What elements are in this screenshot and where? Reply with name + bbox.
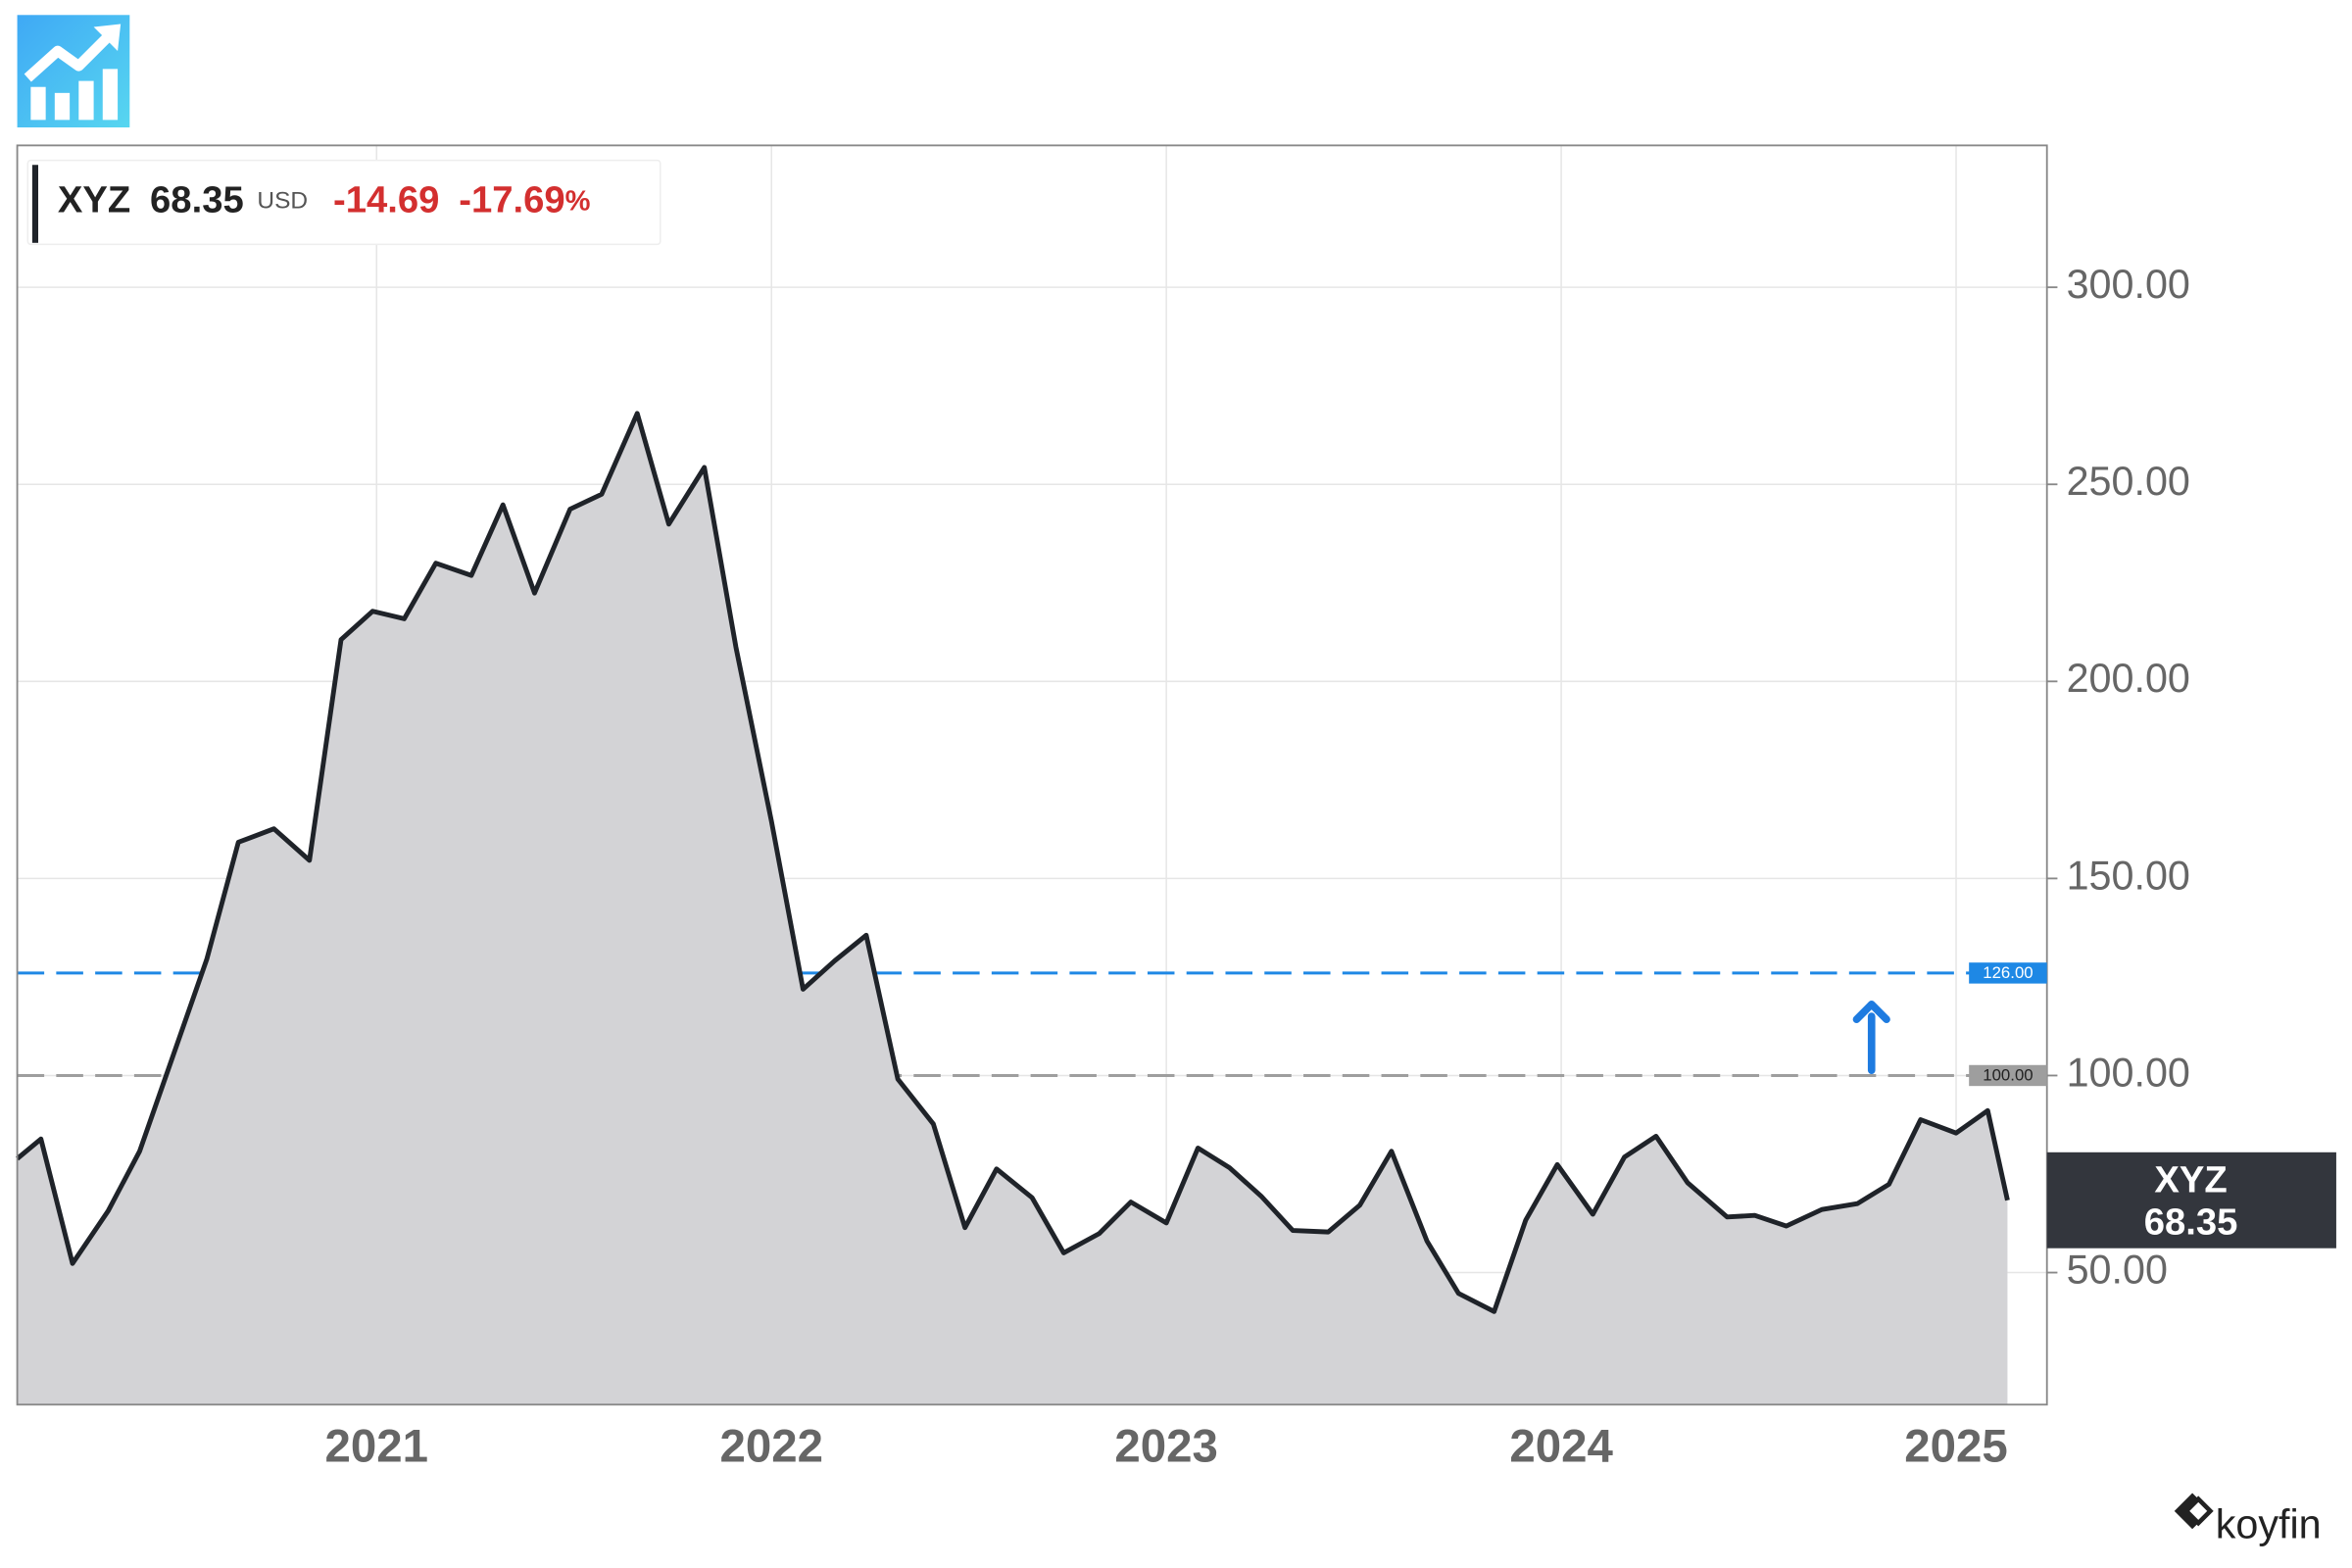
x-tick-label: 2024 [1509, 1421, 1613, 1473]
plot-frame [16, 144, 2048, 1406]
reference-label-bg [1969, 1064, 2047, 1087]
price: 68.35 [150, 179, 244, 221]
y-tick-label: 150.00 [2067, 853, 2190, 898]
reference-label: 100.00 [1983, 1066, 2033, 1085]
y-tick-label: 250.00 [2067, 459, 2190, 504]
y-tick-label: 100.00 [2067, 1050, 2190, 1095]
last-price-tag [2046, 1152, 2336, 1249]
area-fill [17, 413, 2008, 1405]
last-price-symbol: XYZ [2154, 1158, 2227, 1200]
watermark-text: koyfin [2216, 1502, 2322, 1547]
quote-header: XYZ 68.35 USD -14.69 -17.69% [26, 159, 662, 246]
plot [16, 411, 2047, 1405]
axes: 50.00 100.00 150.00 200.00 250.00 300.00 2021 2… [325, 262, 2336, 1473]
currency: USD [257, 188, 308, 215]
symbol: XYZ [58, 179, 130, 221]
y-tick-label: 300.00 [2067, 262, 2190, 307]
change: -14.69 [333, 179, 439, 221]
pct-sign: % [565, 185, 591, 217]
reference-label-bg [1969, 962, 2047, 984]
y-tick-label: 50.00 [2067, 1247, 2168, 1292]
app-logo [17, 15, 130, 128]
quote-text: XYZ 68.35 USD -14.69 -17.69% [58, 179, 591, 221]
x-tick-label: 2025 [1904, 1421, 2007, 1473]
change-pct: -17.69 [459, 179, 564, 221]
last-price-value: 68.35 [2144, 1200, 2238, 1243]
reference-label: 126.00 [1983, 963, 2033, 982]
y-tick-label: 200.00 [2067, 656, 2190, 701]
watermark: koyfin [2174, 1493, 2322, 1547]
x-tick-label: 2021 [325, 1421, 428, 1473]
x-tick-label: 2023 [1114, 1421, 1217, 1473]
price-line [16, 411, 2010, 1314]
x-tick-label: 2022 [719, 1421, 822, 1473]
up-arrow [1852, 1001, 1890, 1074]
